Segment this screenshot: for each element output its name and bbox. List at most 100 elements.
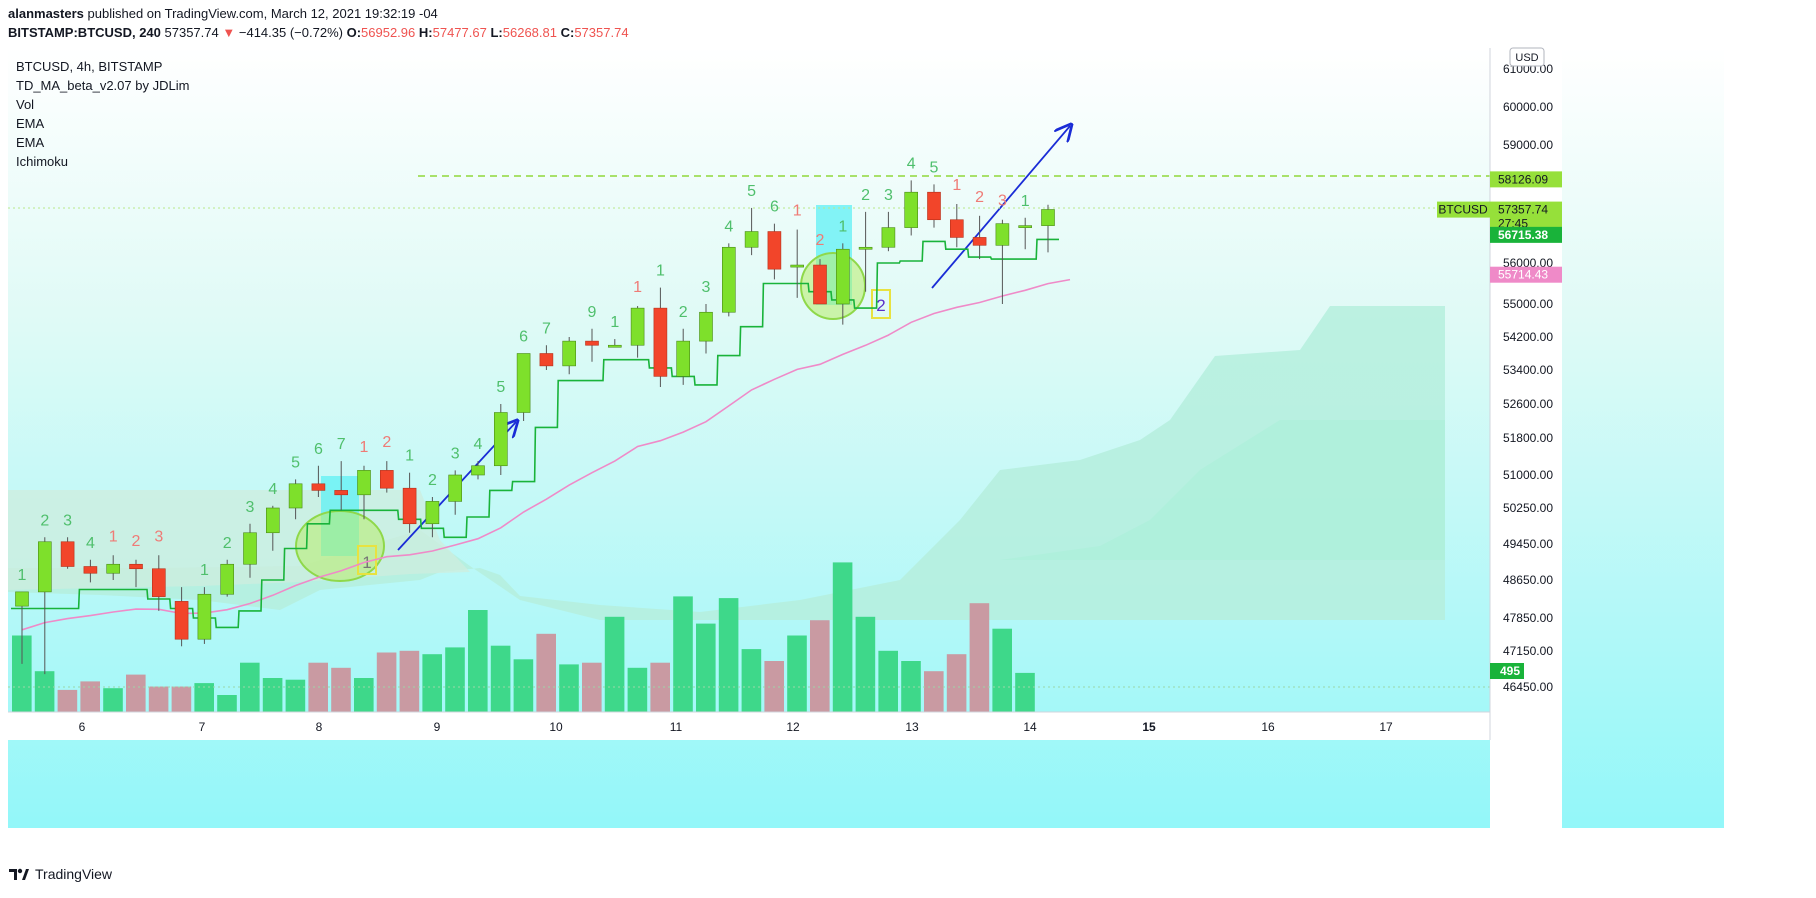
volume-bar: [559, 664, 579, 712]
price-tag-stair: [1490, 226, 1562, 243]
legend-item-td[interactable]: TD_MA_beta_v2.07 by JDLim: [16, 78, 190, 93]
volume-bar: [57, 689, 78, 712]
td-count: 6: [314, 441, 323, 458]
volume-bar: [741, 649, 762, 712]
td-count: 3: [63, 512, 72, 529]
open-label: O:: [346, 25, 362, 40]
candle-down: [174, 601, 189, 640]
td-count: 2: [816, 232, 825, 249]
high-label: H:: [418, 25, 433, 40]
volume-bar: [376, 652, 397, 712]
candle-up: [243, 532, 257, 565]
x-tick-label: 7: [199, 720, 206, 734]
author-name[interactable]: alanmasters: [8, 6, 84, 21]
volume-bar: [536, 633, 556, 712]
x-tick-label: 13: [905, 720, 919, 734]
price-tag-text: 55714.43: [1498, 268, 1548, 282]
volume-bar: [787, 635, 807, 712]
volume-bar: [696, 623, 716, 712]
ema-line: [21, 278, 1071, 631]
td-count: 9: [588, 304, 597, 321]
candle-up: [607, 344, 622, 348]
td-count: 7: [542, 320, 551, 337]
candle-up: [995, 223, 1010, 246]
td-count: 1: [109, 528, 118, 545]
volume-bar: [992, 628, 1012, 712]
volume-bar: [604, 616, 625, 712]
setup-count-label: 2: [876, 296, 885, 315]
td-count: 4: [268, 481, 277, 498]
volume-bar: [513, 659, 534, 712]
candle-up: [1041, 209, 1055, 226]
candle-up: [721, 246, 736, 313]
volume-bar: [354, 678, 374, 712]
x-tick-label: 12: [786, 720, 800, 734]
price-tag-volume: [1490, 663, 1524, 679]
stair-line: [11, 238, 1059, 629]
time-axis-bg: [8, 712, 1490, 740]
candle-up: [790, 264, 805, 268]
x-tick-label: 6: [79, 720, 86, 734]
candle-up: [630, 307, 645, 346]
candle-up: [265, 507, 280, 534]
td-count: 7: [337, 436, 346, 453]
td-count: 5: [291, 454, 300, 471]
volume-bar: [103, 688, 123, 712]
candle-up: [1018, 225, 1033, 228]
candle-down: [585, 340, 599, 346]
volume-bar: [331, 667, 351, 712]
legend-item-ichimoku[interactable]: Ichimoku: [16, 154, 69, 169]
candle-up: [881, 227, 896, 248]
candle-up: [288, 483, 303, 509]
candle-up: [220, 563, 234, 595]
volume-bar: [194, 683, 214, 712]
volume-bar: [171, 686, 192, 712]
td-count: 3: [154, 528, 163, 545]
symbol-line: BITSTAMP:BTCUSD, 240: [8, 25, 161, 40]
td-count: 1: [633, 279, 642, 296]
volume-bar: [582, 662, 602, 712]
candle-down: [83, 566, 98, 574]
td-count: 1: [18, 567, 27, 584]
td-count: 1: [610, 314, 619, 331]
candle-up: [15, 591, 29, 607]
td-count: 2: [223, 535, 232, 552]
low-value: 56268.81: [502, 25, 557, 40]
y-tick-label: 51800.00: [1503, 431, 1553, 445]
low-label: L:: [490, 25, 503, 40]
volume-bar: [855, 616, 876, 712]
td-count: 4: [86, 535, 95, 552]
setup-count-box-2: [871, 289, 891, 319]
td-count: 4: [474, 436, 483, 453]
legend-item-vol[interactable]: Vol: [16, 97, 35, 112]
volume-bar: [901, 661, 921, 712]
volume-bar: [445, 647, 465, 712]
tradingview-footer[interactable]: TradingView: [8, 866, 112, 882]
price-change: −414.35 (−0.72%): [238, 25, 343, 40]
volume-bar: [399, 650, 420, 712]
td-count: 4: [907, 155, 916, 172]
td-count: 5: [930, 159, 939, 176]
td-count: 5: [747, 183, 756, 200]
volume-bar: [80, 681, 100, 712]
candle-down: [311, 483, 326, 491]
candle-up: [106, 563, 120, 574]
volume-bar: [12, 635, 32, 712]
legend-item-ema1[interactable]: EMA: [16, 116, 45, 131]
candles: [15, 180, 1055, 675]
currency-button[interactable]: [1509, 47, 1545, 67]
legend-item-ema2[interactable]: EMA: [16, 135, 45, 150]
publish-text: published on TradingView.com, March 12, …: [87, 6, 438, 21]
td-count: 6: [770, 199, 779, 216]
y-tick-label: 51000.00: [1503, 468, 1553, 482]
candle-up: [516, 353, 531, 413]
candle-up: [744, 231, 759, 248]
down-triangle-icon: ▼: [222, 25, 236, 40]
symbol-tag: [1437, 201, 1490, 218]
ohlc-line: BITSTAMP:BTCUSD, 240 57357.74 ▼ −414.35 …: [8, 25, 629, 40]
candle-up: [493, 412, 508, 467]
candle-down: [152, 568, 166, 597]
td-count: 1: [200, 562, 209, 579]
